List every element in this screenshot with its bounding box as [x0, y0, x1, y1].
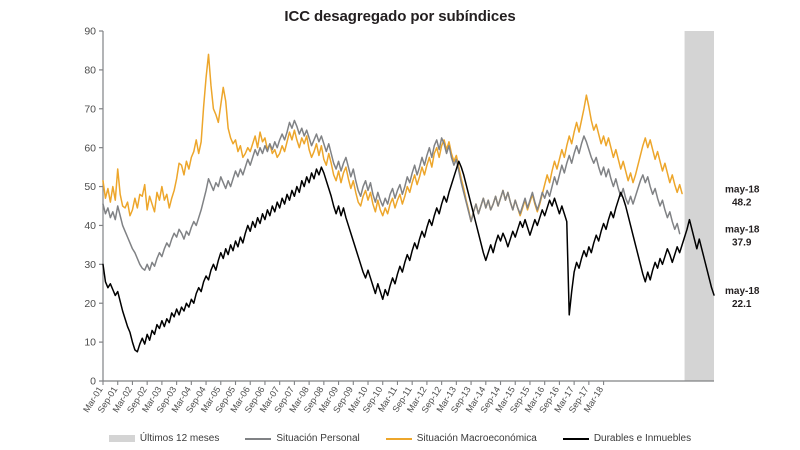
series-line-situaci-n-macroecon-mica — [102, 53, 683, 223]
y-axis-tick-label: 70 — [84, 103, 96, 115]
annot-personal-date: may-18 — [725, 225, 760, 236]
legend-item-label: Durables e Inmuebles — [593, 433, 692, 444]
annot-macro-value: 48.2 — [732, 198, 752, 209]
legend-item-3[interactable]: Durables e Inmuebles — [562, 433, 692, 444]
legend-swatch-line-icon — [385, 437, 412, 440]
legend-swatch-line-icon — [562, 437, 589, 440]
chart-legend: Últimos 12 meses Situación Personal Situac… — [0, 433, 800, 444]
y-axis-tick-label: 40 — [84, 220, 96, 232]
legend-swatch-line-icon — [245, 437, 272, 440]
legend-item-label: Últimos 12 meses — [139, 433, 220, 444]
legend-item-label: Situación Macroeconómica — [416, 433, 537, 444]
y-axis-tick-label: 60 — [84, 142, 96, 154]
y-axis-tick-label: 90 — [84, 26, 96, 38]
legend-item-1[interactable]: Situación Personal — [245, 433, 360, 444]
y-axis-tick-label: 0 — [90, 376, 96, 388]
y-axis-tick-label: 50 — [84, 181, 96, 193]
shaded-region-last-12-months — [684, 31, 714, 381]
legend-item-0[interactable]: Últimos 12 meses — [108, 433, 220, 444]
y-axis-tick-label: 80 — [84, 64, 96, 76]
series-line-durables-e-inmuebles — [102, 160, 715, 353]
page-title: ICC desagregado por subíndices — [284, 8, 516, 25]
legend-item-label: Situación Personal — [276, 433, 360, 444]
legend-swatch-box-icon — [108, 435, 135, 442]
series-line-situaci-n-personal — [102, 119, 681, 271]
legend-item-2[interactable]: Situación Macroeconómica — [385, 433, 537, 444]
annot-personal-value: 37.9 — [732, 238, 752, 249]
y-axis-tick-label: 20 — [84, 298, 96, 310]
y-axis-tick-label: 10 — [84, 337, 96, 349]
y-axis-tick-label: 30 — [84, 259, 96, 271]
annot-durables-value: 22.1 — [732, 299, 752, 310]
annot-durables-date: may-18 — [725, 286, 760, 297]
annot-macro-date: may-18 — [725, 185, 760, 196]
